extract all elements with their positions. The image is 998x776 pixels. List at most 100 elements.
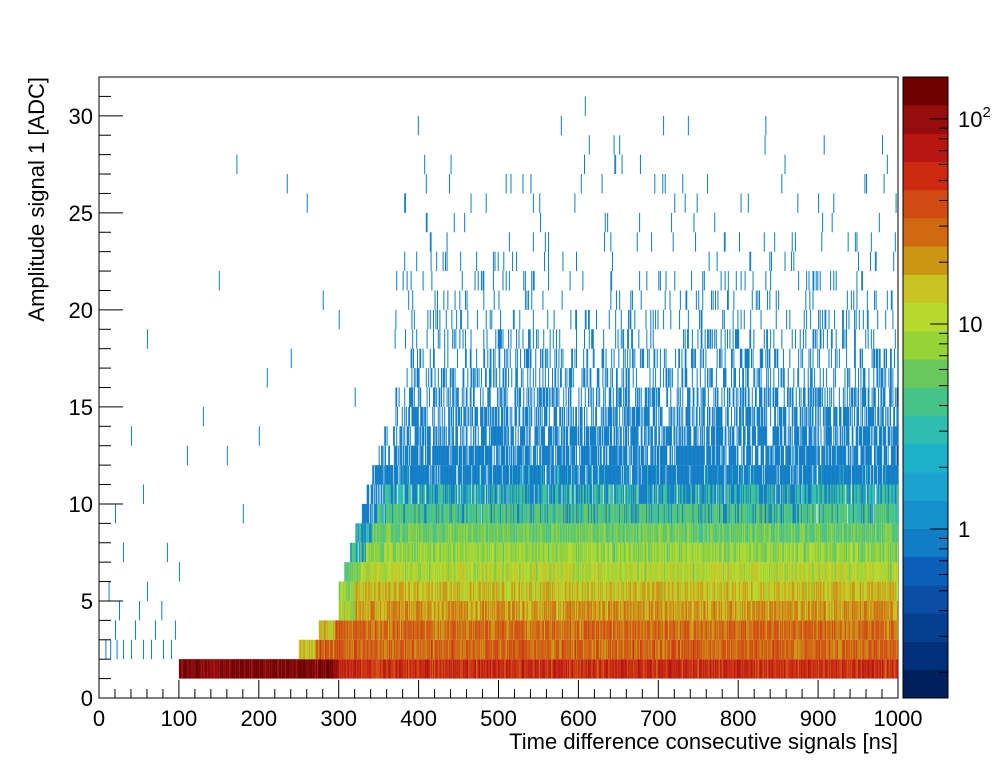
heatmap-cell — [577, 581, 579, 601]
heatmap-cell — [636, 639, 638, 660]
heatmap-cell — [792, 600, 794, 621]
heatmap-cell — [549, 659, 551, 679]
heatmap-cell — [472, 600, 474, 621]
heatmap-cell — [609, 542, 611, 563]
heatmap-cell — [637, 581, 639, 601]
heatmap-cell — [490, 639, 492, 660]
heatmap-cell — [437, 562, 439, 582]
heatmap-cell — [550, 562, 552, 582]
heatmap-cell — [535, 639, 537, 660]
heatmap-cell — [636, 581, 638, 601]
heatmap-cell — [882, 659, 884, 679]
heatmap-cell — [653, 581, 655, 601]
heatmap-cell — [402, 659, 404, 679]
heatmap-cell — [472, 639, 474, 660]
heatmap-cell — [397, 600, 399, 621]
heatmap-cell — [347, 581, 349, 601]
heatmap-cell — [544, 600, 546, 621]
heatmap-cell — [389, 600, 391, 621]
heatmap-cell — [878, 562, 880, 582]
heatmap-cell — [798, 659, 800, 679]
heatmap-cell — [854, 639, 856, 660]
heatmap-cell — [679, 600, 681, 621]
heatmap-cell — [396, 581, 398, 601]
heatmap-cell — [703, 581, 705, 601]
heatmap-cell — [652, 639, 654, 660]
heatmap-cell — [619, 639, 621, 660]
heatmap-cell — [441, 659, 443, 679]
heatmap-cell — [846, 639, 848, 660]
heatmap-cell — [804, 562, 806, 582]
heatmap-cell — [716, 542, 718, 563]
heatmap-cell — [606, 581, 608, 601]
heatmap-cell — [700, 620, 702, 640]
heatmap-cell — [734, 600, 736, 621]
heatmap-cell — [213, 659, 215, 679]
heatmap-cell — [641, 600, 643, 621]
heatmap-cell — [421, 562, 423, 582]
heatmap-cell — [643, 581, 645, 601]
heatmap-cell — [476, 659, 478, 679]
heatmap-cell — [615, 620, 617, 640]
heatmap-cell — [846, 620, 848, 640]
heatmap-cell — [337, 639, 339, 660]
heatmap-cell — [663, 542, 665, 563]
heatmap-cell — [758, 639, 760, 660]
heatmap-cell — [604, 639, 606, 660]
heatmap-cell — [376, 600, 378, 621]
heatmap-cell — [378, 600, 380, 621]
heatmap-cell — [582, 639, 584, 660]
heatmap-cell — [788, 562, 790, 582]
heatmap-cell — [764, 581, 766, 601]
heatmap-cell — [489, 600, 491, 621]
heatmap-cell — [816, 620, 818, 640]
heatmap-cell — [823, 581, 825, 601]
heatmap-cell — [856, 581, 858, 601]
heatmap-cell — [620, 639, 622, 660]
heatmap-cell — [808, 659, 810, 679]
heatmap-cell — [587, 659, 589, 679]
heatmap-cell — [657, 562, 659, 582]
heatmap-cell — [654, 562, 656, 582]
heatmap-cell — [349, 600, 351, 621]
heatmap-cell — [679, 659, 681, 679]
heatmap-cell — [850, 659, 852, 679]
heatmap-cell — [838, 639, 840, 660]
heatmap-cell — [412, 562, 414, 582]
heatmap-cell — [353, 562, 355, 582]
heatmap-cell — [667, 659, 669, 679]
heatmap-cell — [879, 562, 881, 582]
heatmap-cell — [451, 620, 453, 640]
heatmap-cell — [784, 620, 786, 640]
heatmap-cell — [701, 639, 703, 660]
heatmap-cell — [776, 600, 778, 621]
heatmap-cell — [345, 600, 347, 621]
heatmap-cell — [632, 639, 634, 660]
heatmap-cell — [349, 562, 351, 582]
heatmap-cell — [750, 542, 752, 563]
heatmap-cell — [668, 659, 670, 679]
heatmap-cell — [583, 542, 585, 563]
heatmap-cell — [571, 659, 573, 679]
heatmap-cell — [401, 562, 403, 582]
heatmap-cell — [572, 639, 574, 660]
heatmap-cell — [427, 542, 429, 563]
heatmap-cell — [728, 600, 730, 621]
heatmap-cell — [490, 581, 492, 601]
heatmap-cell — [631, 562, 633, 582]
heatmap-cell — [844, 639, 846, 660]
heatmap-cell — [470, 600, 472, 621]
heatmap-cell — [627, 542, 629, 563]
heatmap-cell — [607, 600, 609, 621]
heatmap-cell — [579, 581, 581, 601]
heatmap-cell — [393, 581, 395, 601]
heatmap-cell — [389, 542, 391, 563]
heatmap-cell — [711, 639, 713, 660]
heatmap-cell — [791, 581, 793, 601]
heatmap-cell — [820, 659, 822, 679]
heatmap-cell — [466, 562, 468, 582]
heatmap-cell — [510, 562, 512, 582]
heatmap-cell — [870, 581, 872, 601]
heatmap-cell — [672, 620, 674, 640]
heatmap-cell — [850, 600, 852, 621]
